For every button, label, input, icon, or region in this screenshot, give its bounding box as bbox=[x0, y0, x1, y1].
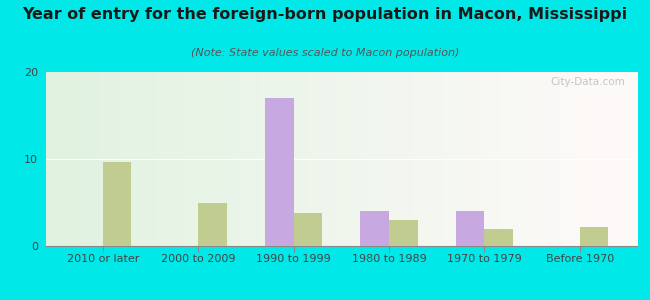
Bar bbox=[389, 220, 417, 246]
Bar bbox=[456, 211, 484, 246]
Text: (Note: State values scaled to Macon population): (Note: State values scaled to Macon popu… bbox=[191, 48, 459, 58]
Bar bbox=[198, 202, 227, 246]
Bar bbox=[103, 162, 131, 246]
Bar bbox=[265, 98, 294, 246]
Text: Year of entry for the foreign-born population in Macon, Mississippi: Year of entry for the foreign-born popul… bbox=[23, 8, 627, 22]
Bar bbox=[580, 227, 608, 246]
Text: City-Data.com: City-Data.com bbox=[551, 77, 625, 87]
Bar bbox=[294, 213, 322, 246]
Bar bbox=[484, 229, 513, 246]
Bar bbox=[360, 211, 389, 246]
